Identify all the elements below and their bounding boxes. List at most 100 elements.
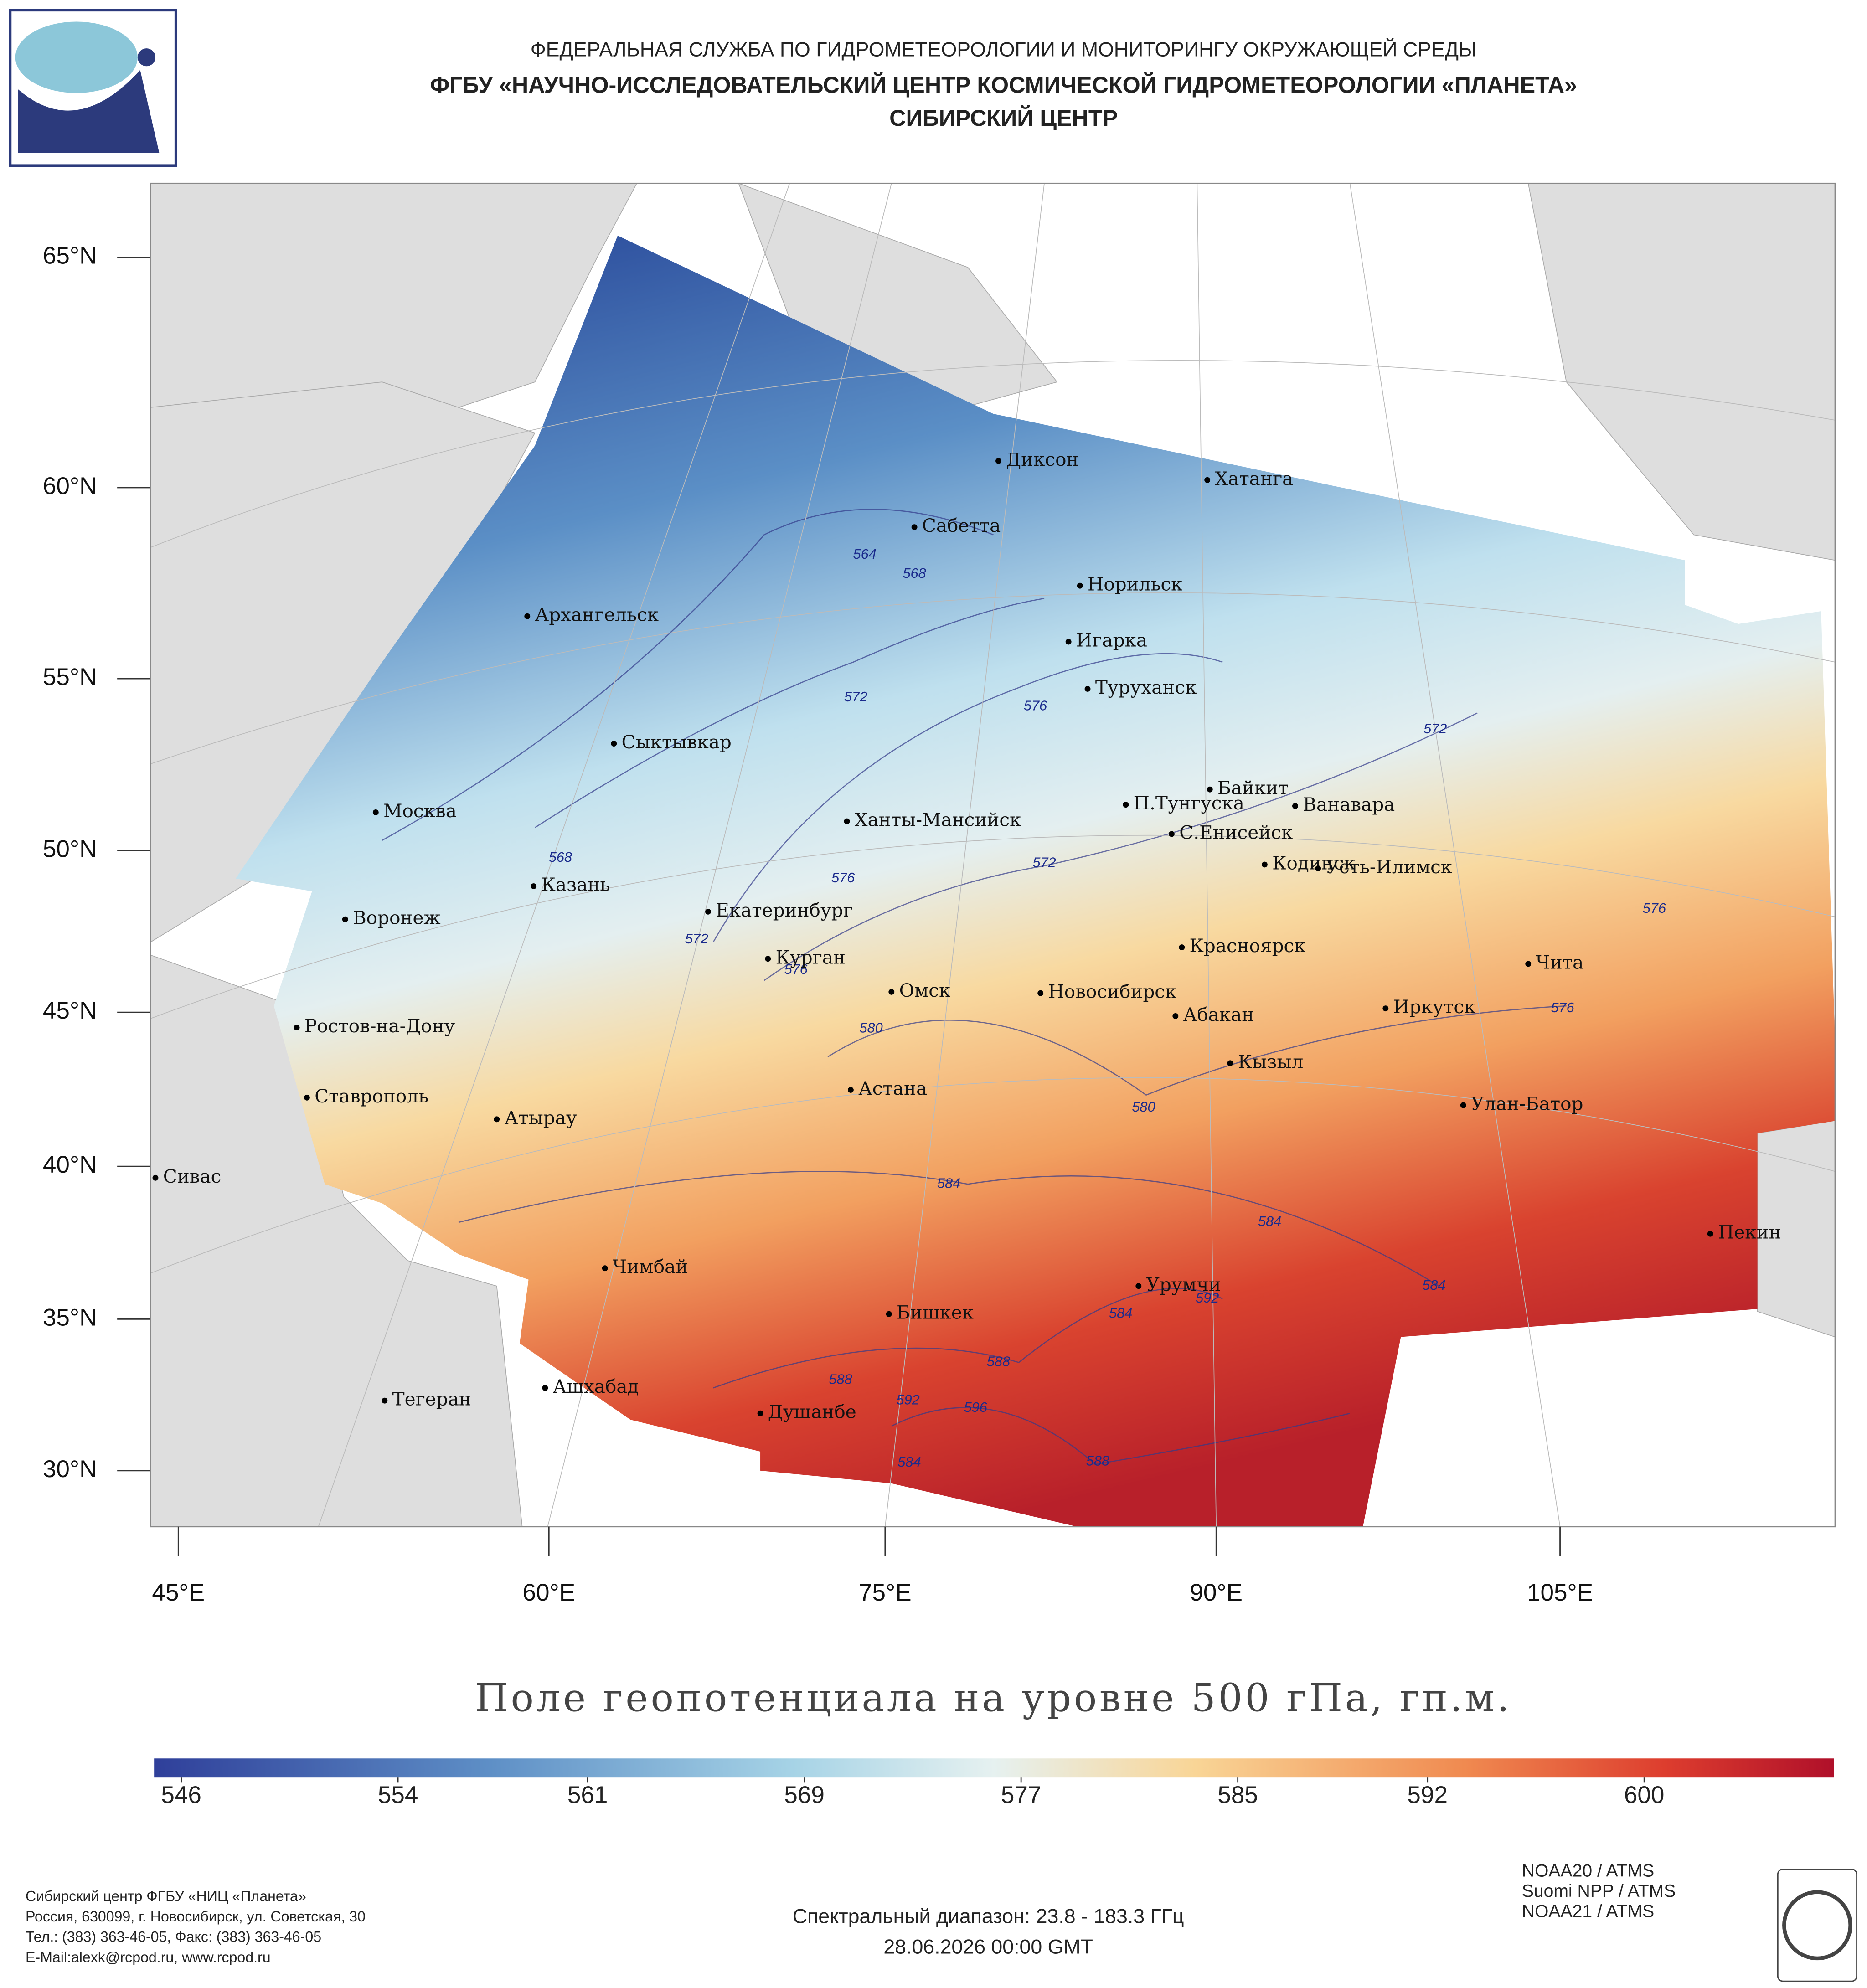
city-label: Астана: [858, 1077, 927, 1099]
parallel: [150, 834, 1836, 1019]
city-label: Ашхабад: [553, 1375, 639, 1397]
lat-label: 45°N: [43, 997, 97, 1024]
city-dot: [1135, 1283, 1142, 1289]
contour-label: 576: [831, 870, 855, 886]
city-label: Ростов-на-Дону: [304, 1015, 455, 1037]
city-dot: [1204, 477, 1211, 483]
lon-label: 105°E: [1527, 1579, 1593, 1606]
city-dot: [1382, 1005, 1389, 1012]
city-dot: [1169, 831, 1175, 837]
city-dot: [911, 524, 918, 530]
city-label: Норильск: [1088, 573, 1182, 595]
city-label: Новосибирск: [1048, 981, 1176, 1003]
lat-label: 40°N: [43, 1151, 97, 1178]
city-dot: [611, 741, 617, 747]
parallel: [150, 1077, 1836, 1274]
address-line: E-Mail:alexk@rcpod.ru, www.rcpod.ru: [26, 1949, 271, 1965]
city-label: Красноярск: [1190, 935, 1306, 957]
city-dot: [152, 1174, 159, 1181]
meridian: [318, 183, 790, 1527]
city-label: Ханты-Мансийск: [855, 809, 1021, 831]
logo-dot: [137, 48, 155, 67]
city-label: Москва: [383, 800, 457, 822]
lat-label: 35°N: [43, 1304, 97, 1331]
iso-frame: [1777, 1868, 1857, 1982]
city-label: Душанбе: [768, 1401, 856, 1423]
lon-label: 90°E: [1190, 1579, 1243, 1606]
colorbar: [154, 1758, 1834, 1778]
city-dot: [847, 1087, 854, 1093]
land: [738, 183, 1058, 421]
city-label: Байкит: [1217, 777, 1289, 799]
colorbar-label: 546: [161, 1782, 201, 1808]
contour-label: 588: [1086, 1452, 1109, 1468]
contour-label: 596: [964, 1399, 988, 1415]
spectral-range: Спектральный диапазон: 23.8 - 183.3 ГГц: [793, 1905, 1184, 1927]
lat-label: 60°N: [43, 473, 97, 500]
contour-label: 572: [1423, 721, 1447, 736]
logo: [9, 9, 177, 167]
city-dot: [1707, 1231, 1713, 1237]
contour-label: 580: [859, 1020, 882, 1036]
contour-label: 584: [1109, 1305, 1132, 1321]
meridian: [885, 183, 1045, 1527]
colorbar-label: 554: [378, 1782, 418, 1808]
colorbar-label: 600: [1624, 1782, 1665, 1808]
contour-label: 576: [784, 961, 808, 977]
contour-label: 584: [1258, 1213, 1281, 1229]
contour-label: 584: [1422, 1277, 1445, 1293]
parallel: [150, 360, 1836, 548]
city-label: Воронеж: [353, 907, 441, 929]
city-label: Улан-Батор: [1471, 1093, 1583, 1115]
lon-label: 60°E: [522, 1579, 575, 1606]
lat-label: 50°N: [43, 835, 97, 862]
city-dot: [1261, 861, 1268, 868]
contour: [713, 1288, 1223, 1389]
meridian: [1349, 183, 1561, 1527]
contour: [534, 597, 1045, 829]
city-dot: [1179, 944, 1185, 951]
satellite: NOAA21 / ATMS: [1522, 1902, 1655, 1921]
colorbar-label: 561: [567, 1782, 608, 1808]
city-dot: [1227, 1060, 1233, 1066]
datetime: 28.06.2026 00:00 GMT: [883, 1936, 1093, 1958]
iso-ring: [1782, 1890, 1852, 1961]
meridian: [547, 183, 892, 1527]
graticule: [150, 183, 1836, 1527]
city-dot: [542, 1385, 548, 1391]
lon-label: 45°E: [152, 1579, 205, 1606]
city-label: Чимбай: [613, 1256, 688, 1277]
satellite: NOAA20 / ATMS: [1522, 1861, 1655, 1880]
city-label: Чита: [1536, 951, 1583, 973]
iso-badge: [1777, 1868, 1857, 1982]
contours: [382, 509, 1567, 1465]
header-line: ФЕДЕРАЛЬНАЯ СЛУЖБА ПО ГИДРОМЕТЕОРОЛОГИИ …: [531, 38, 1477, 61]
satellite: Suomi NPP / ATMS: [1522, 1881, 1676, 1901]
contour-label: 572: [685, 931, 708, 947]
city-label: Диксон: [1006, 448, 1078, 470]
contour-label: 584: [937, 1175, 960, 1191]
city-label: Туруханск: [1095, 676, 1197, 698]
contour: [712, 653, 1223, 943]
lat-label: 30°N: [43, 1456, 97, 1483]
city-label: Архангельск: [535, 604, 659, 626]
contour-label: 572: [1032, 854, 1056, 870]
logo-wave: [15, 21, 138, 93]
city-label: Курган: [776, 946, 846, 968]
city-label: Урумчи: [1146, 1273, 1221, 1295]
city-label: П.Тунгуска: [1134, 792, 1244, 814]
contour-label: 568: [903, 565, 926, 581]
meridian: [1197, 183, 1217, 1527]
city-dot: [382, 1397, 388, 1404]
lon-label: 75°E: [859, 1579, 912, 1606]
city-dot: [1292, 803, 1298, 809]
city-label: Атырау: [504, 1107, 577, 1128]
city-dot: [844, 818, 850, 824]
city-dot: [888, 989, 895, 995]
city-dot: [1207, 786, 1213, 793]
city-label: Усть-Илимск: [1325, 856, 1452, 878]
map: 564 568 572 576 568 576 572 572 576 580 572 576 576 5…: [150, 183, 1836, 1527]
city-dot: [1123, 802, 1129, 808]
city-label: Кызыл: [1238, 1051, 1304, 1072]
